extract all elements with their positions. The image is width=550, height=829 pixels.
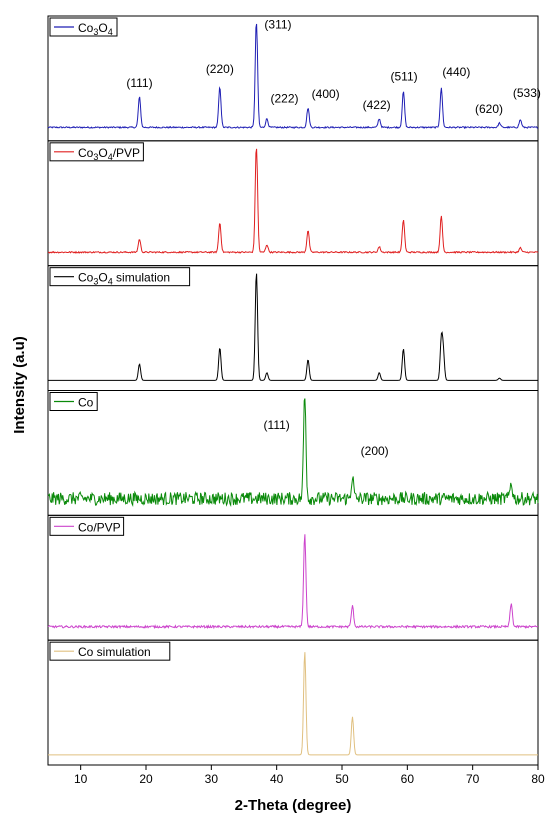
legend-label: Co3O4/PVP <box>78 146 140 162</box>
series-line-5 <box>48 652 538 756</box>
peak-label: (222) <box>270 91 298 105</box>
peak-label: (220) <box>206 62 234 76</box>
peak-label: (533) <box>513 86 541 100</box>
legend-box <box>49 142 144 162</box>
x-tick-label: 80 <box>531 772 545 786</box>
panel-4: Co/PVP <box>47 514 539 641</box>
peak-label: (620) <box>475 102 503 116</box>
series-line-4 <box>47 534 539 630</box>
legend-box <box>49 641 171 661</box>
series-line-3 <box>47 398 539 507</box>
peak-label: (311) <box>264 17 291 31</box>
legend-3: Co <box>49 392 98 411</box>
panel-5: Co simulation <box>47 639 539 766</box>
legend-label: Co3O4 <box>78 21 113 37</box>
y-axis-label: Intensity (a.u) <box>11 336 28 434</box>
legend-label: Co/PVP <box>78 520 121 534</box>
x-tick-label: 30 <box>205 772 219 786</box>
legend-2: Co3O4 simulation <box>49 267 191 287</box>
panels-layer: Co3O4 (111) (220) (311) (222) (400) (422)(511)… <box>47 15 541 766</box>
peak-label: (440) <box>442 65 470 79</box>
legend-1: Co3O4/PVP <box>49 142 144 162</box>
legend-box <box>49 17 118 37</box>
x-axis: 10 20 30 40 50 60 70 80 <box>74 765 545 786</box>
x-tick-label: 40 <box>270 772 284 786</box>
legend-5: Co simulation <box>49 641 171 661</box>
x-tick-label: 60 <box>401 772 415 786</box>
legend-box <box>49 516 125 536</box>
x-axis-label: 2-Theta (degree) <box>235 797 352 814</box>
peak-label: (422) <box>363 98 391 112</box>
panel-3: Co (111) (200) <box>47 390 539 516</box>
x-tick-label: 70 <box>466 772 480 786</box>
series-line-2 <box>48 273 538 381</box>
series-line-0 <box>47 23 539 130</box>
legend-4: Co/PVP <box>49 516 125 536</box>
x-tick-label: 20 <box>139 772 153 786</box>
legend-label: Co3O4 simulation <box>78 271 170 287</box>
panel-0: Co3O4 (111) (220) (311) (222) (400) (422)(511)… <box>47 15 541 142</box>
panel-2: Co3O4 simulation <box>47 265 539 391</box>
series-line-1 <box>47 148 539 254</box>
legend-label: Co <box>78 396 94 410</box>
x-tick-label: 50 <box>335 772 349 786</box>
legend-box <box>49 267 191 287</box>
peak-label: (111) <box>126 76 152 90</box>
peak-label: (400) <box>312 87 340 101</box>
peak-label: (111) <box>264 418 290 432</box>
panel-frame <box>47 639 539 766</box>
legend-0: Co3O4 <box>49 17 118 37</box>
x-tick-label: 10 <box>74 772 88 786</box>
peak-label: (200) <box>361 444 389 458</box>
legend-label: Co simulation <box>78 645 151 659</box>
peak-label: (511) <box>391 70 418 84</box>
panel-1: Co3O4/PVP <box>47 140 539 267</box>
